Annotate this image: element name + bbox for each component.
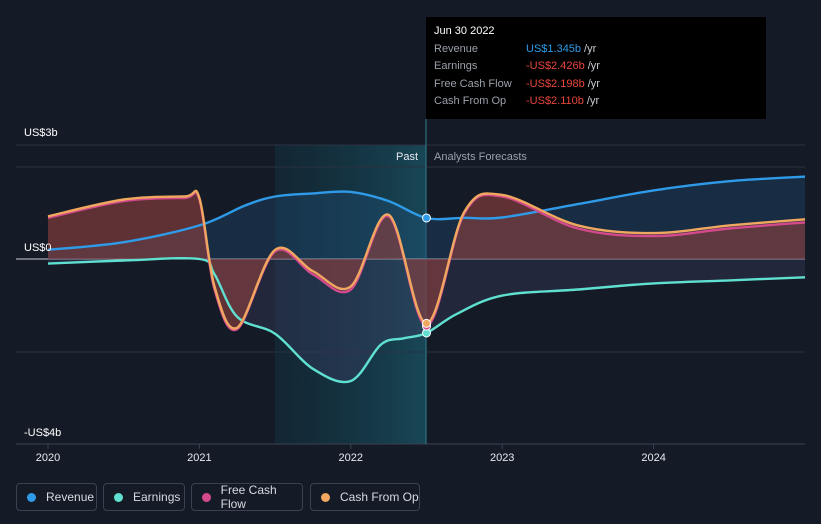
tooltip-row-revenue: Revenue US$1.345b/yr — [434, 43, 754, 57]
earnings-dot-icon — [114, 492, 123, 502]
forecast-label: Analysts Forecasts — [434, 151, 527, 163]
revenue-dot-icon — [27, 492, 36, 502]
tooltip-row-earnings: Earnings -US$2.426b/yr — [434, 60, 754, 74]
legend-item-revenue[interactable]: Revenue — [16, 483, 97, 511]
legend-label: Cash From Op — [340, 490, 419, 504]
legend-label: Revenue — [46, 490, 95, 504]
legend-item-earnings[interactable]: Earnings — [103, 483, 185, 511]
tooltip-date: Jun 30 2022 — [434, 25, 495, 37]
x-tick-label: 2022 — [339, 452, 363, 464]
x-tick-label: 2021 — [187, 452, 211, 464]
tooltip-label: Revenue — [434, 43, 479, 55]
free-cash-flow-dot-icon — [202, 492, 211, 502]
tooltip-row-cash-from-op: Cash From Op -US$2.110b/yr — [434, 95, 754, 109]
tooltip-label: Free Cash Flow — [434, 78, 512, 90]
legend-label: Earnings — [133, 490, 181, 504]
tooltip-value: -US$2.198b/yr — [526, 78, 600, 90]
cash-from-op-dot-icon — [321, 492, 330, 502]
tooltip-label: Cash From Op — [434, 95, 507, 107]
highlight-markers — [422, 213, 431, 338]
legend-item-free-cash-flow[interactable]: Free Cash Flow — [191, 483, 303, 511]
y-label-bottom: -US$4b — [24, 427, 61, 439]
tooltip-value: -US$2.110b/yr — [526, 95, 600, 107]
line-revenue — [47, 175, 806, 251]
tooltip: Jun 30 2022 Revenue US$1.345b/yr Earning… — [426, 17, 766, 119]
area-cash-from-op — [48, 190, 805, 329]
tooltip-label: Earnings — [434, 60, 478, 72]
area-free-cash-flow — [48, 192, 805, 331]
y-label-zero: US$0 — [24, 242, 52, 254]
y-label-top: US$3b — [24, 127, 58, 139]
tooltip-value: US$1.345b/yr — [526, 43, 597, 55]
tooltip-value: -US$2.426b/yr — [526, 60, 600, 72]
legend-item-cash-from-op[interactable]: Cash From Op — [310, 483, 420, 511]
marker-cash-from-op — [422, 318, 431, 328]
tooltip-row-free-cash-flow: Free Cash Flow -US$2.198b/yr — [434, 78, 754, 92]
x-tick-label: 2023 — [490, 452, 514, 464]
x-tick-label: 2020 — [36, 452, 60, 464]
x-axis-ticks: 2020 2021 2022 2023 2024 — [36, 444, 666, 464]
legend-label: Free Cash Flow — [220, 483, 277, 511]
x-tick-label: 2024 — [641, 452, 665, 464]
line-cash-from-op — [47, 189, 806, 330]
marker-revenue — [422, 213, 431, 223]
past-label: Past — [396, 151, 418, 163]
series-lines — [47, 175, 806, 384]
